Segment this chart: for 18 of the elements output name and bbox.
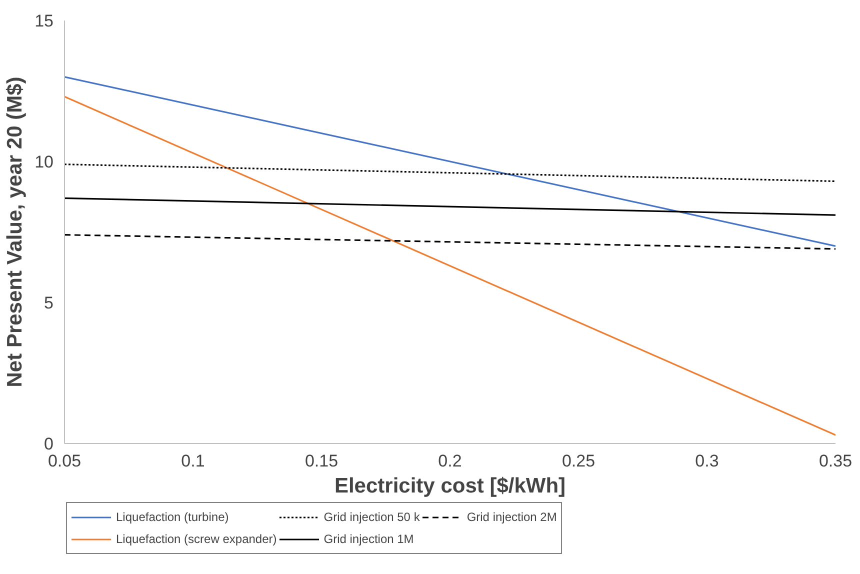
y-tick-label: 10 — [34, 152, 54, 172]
y-tick-label: 0 — [44, 434, 54, 454]
x-tick-label: 0.25 — [562, 452, 596, 470]
x-axis-title: Electricity cost [$/kWh] — [334, 474, 566, 498]
legend-label: Grid injection 2M — [466, 510, 557, 524]
x-tick-label: 0.15 — [304, 452, 338, 470]
x-tick-label: 0.3 — [695, 452, 719, 470]
legend-label: Liquefaction (turbine) — [116, 510, 229, 524]
x-tick-label: 0.05 — [48, 452, 82, 470]
y-tick-label: 15 — [34, 12, 54, 30]
legend-label: Grid injection 50 k — [324, 510, 420, 524]
y-axis-title: Net Present Value, year 20 (M$) — [4, 76, 27, 388]
legend-label: Grid injection 1M — [324, 532, 414, 546]
x-tick-label: 0.2 — [438, 452, 462, 470]
x-tick-label: 0.1 — [181, 452, 205, 470]
legend-label: Liquefaction (screw expander) — [116, 532, 277, 546]
x-tick-label: 0.35 — [818, 452, 852, 470]
y-tick-label: 5 — [44, 294, 54, 312]
